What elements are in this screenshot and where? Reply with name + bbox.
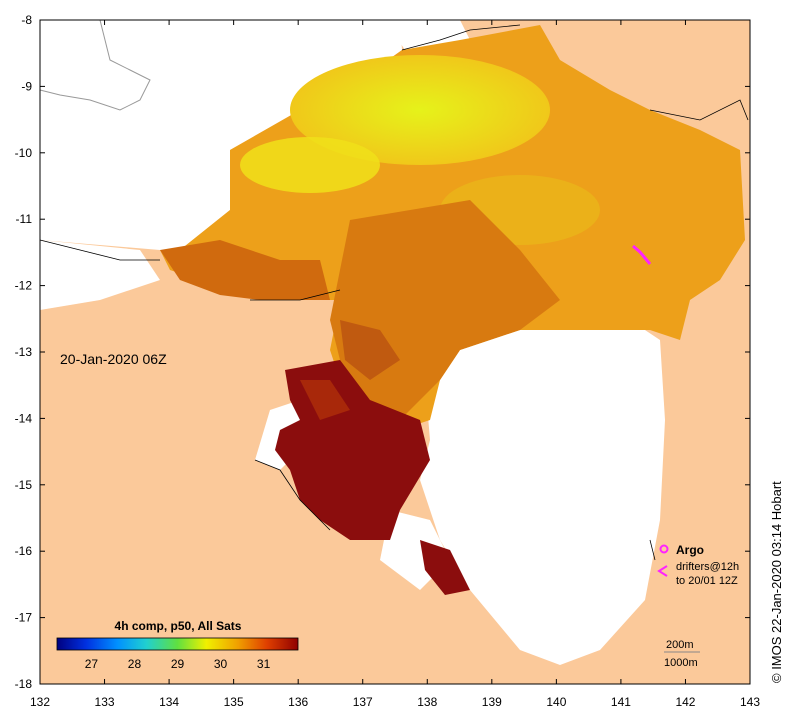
colorbar-tick-label: 28 — [128, 657, 142, 671]
depth-contour — [39, 19, 151, 111]
depth-legend: 200m 1000m — [664, 639, 700, 669]
y-tick-label: -12 — [15, 279, 33, 293]
x-tick-label: 139 — [482, 695, 502, 709]
colorbar-tick-label: 29 — [171, 657, 185, 671]
coastline-details — [39, 24, 749, 561]
x-tick-label: 142 — [675, 695, 695, 709]
x-tick-label: 136 — [288, 695, 308, 709]
contour-1000-label: 1000m — [664, 657, 698, 669]
x-tick-label: 140 — [546, 695, 566, 709]
legend: Argo drifters@12h to 20/01 12Z — [657, 543, 739, 587]
x-tick-label: 143 — [740, 695, 760, 709]
y-tick-label: -10 — [15, 146, 33, 160]
drifter-track — [632, 244, 652, 265]
date-label: 20-Jan-2020 06Z — [60, 351, 167, 367]
y-axis: -8 -9 -10 -11 -12 -13 -14 -15 -16 -17 -18 — [15, 13, 750, 691]
contour-200-label: 200m — [666, 639, 694, 651]
colorbar-title: 4h comp, p50, All Sats — [115, 619, 242, 633]
argo-label: Argo — [676, 543, 704, 557]
sst-field — [160, 25, 745, 595]
x-tick-label: 137 — [353, 695, 373, 709]
argo-marker-icon — [659, 544, 669, 554]
x-tick-label: 132 — [30, 695, 50, 709]
colorbar-tick-label: 27 — [85, 657, 99, 671]
y-tick-label: -11 — [16, 212, 33, 226]
colorbar-tick-label: 31 — [257, 657, 271, 671]
x-tick-label: 134 — [159, 695, 179, 709]
y-tick-label: -9 — [21, 79, 32, 93]
y-tick-label: -15 — [15, 478, 33, 492]
colorbar-gradient — [56, 637, 299, 651]
y-tick-label: -16 — [15, 544, 33, 558]
x-tick-label: 135 — [224, 695, 244, 709]
drifter-time-label: to 20/01 12Z — [676, 575, 738, 587]
y-tick-label: -14 — [15, 411, 33, 425]
y-tick-label: -18 — [15, 677, 33, 691]
y-tick-label: -17 — [15, 611, 33, 625]
x-tick-label: 141 — [611, 695, 631, 709]
y-tick-label: -13 — [15, 345, 33, 359]
x-axis: 132 133 134 135 136 137 138 139 140 141 142 143 — [30, 20, 760, 709]
x-tick-label: 133 — [95, 695, 115, 709]
colorbar: 4h comp, p50, All Sats 27 28 29 30 31 — [56, 619, 299, 671]
credit-text: © IMOS 22-Jan-2020 03:14 Hobart — [769, 481, 784, 683]
drifter-label: drifters@12h — [676, 561, 739, 573]
drifter-marker-icon — [657, 565, 668, 577]
colorbar-tick-label: 30 — [214, 657, 228, 671]
x-tick-label: 138 — [417, 695, 437, 709]
y-tick-label: -8 — [21, 13, 32, 27]
